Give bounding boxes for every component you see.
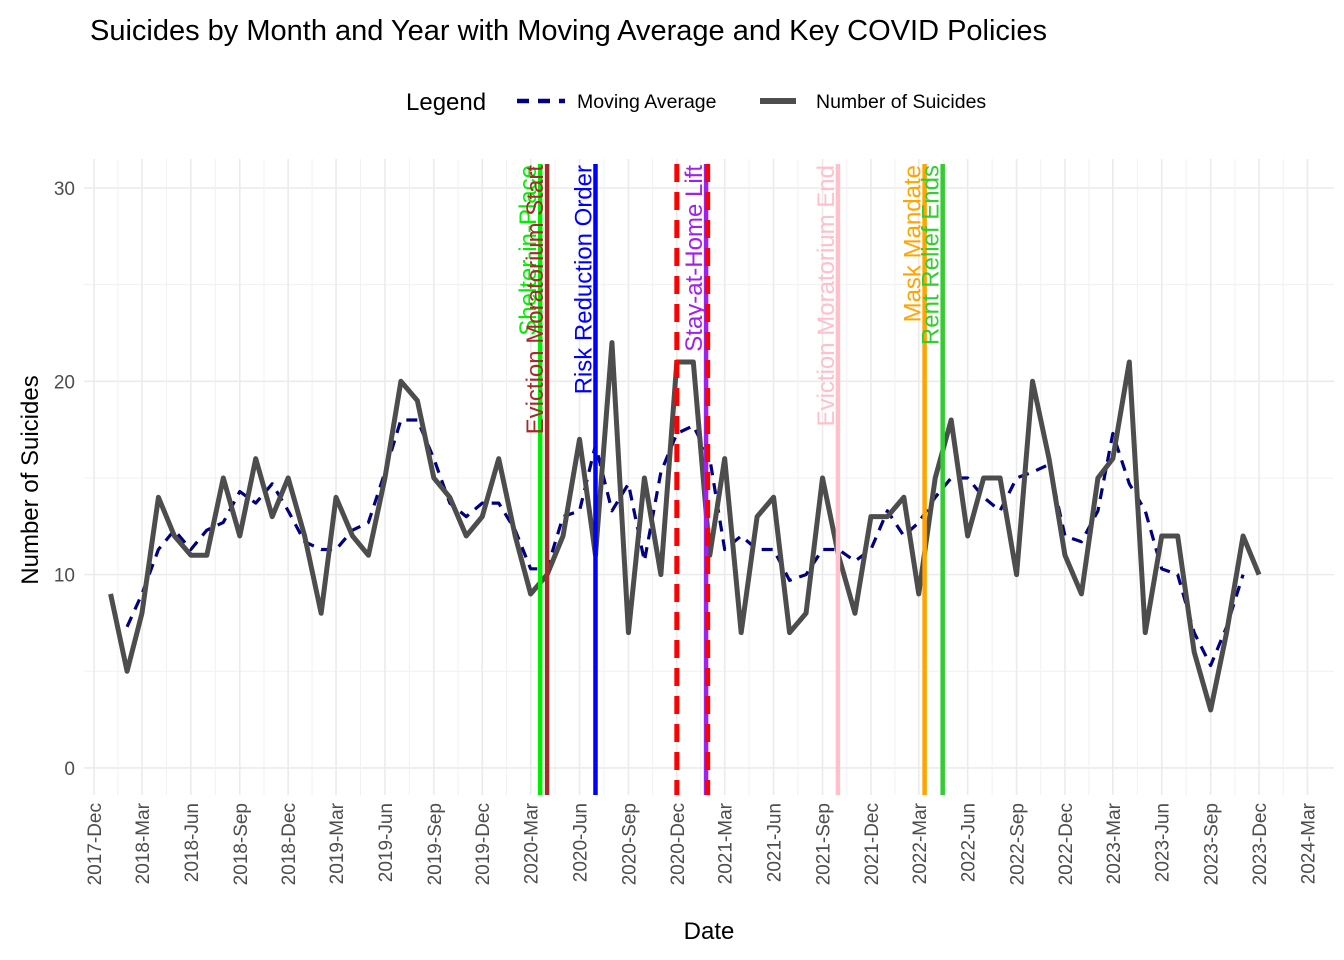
x-tick-label: 2022-Mar	[910, 802, 931, 884]
x-tick-label: 2023-Sep	[1202, 803, 1223, 885]
x-tick-label: 2022-Dec	[1056, 803, 1077, 885]
x-tick-label: 2022-Jun	[959, 803, 980, 882]
policy-label: Stay-at-Home Lift	[681, 165, 708, 352]
x-tick-label: 2021-Mar	[716, 802, 737, 884]
policy-label: Shelter-in-Place	[515, 165, 542, 336]
x-axis: 2017-Dec 2018-Mar 2018-Jun 2018-Sep 2018-Dec…	[85, 802, 1319, 885]
legend-label-number-of-suicides: Number of Suicides	[816, 91, 986, 113]
series-layer	[108, 340, 1262, 713]
x-tick-label: 2018-Dec	[279, 803, 300, 885]
y-tick-label: 0	[64, 759, 75, 780]
x-tick-label: 2023-Mar	[1104, 802, 1125, 884]
x-tick-label: 2019-Sep	[425, 803, 446, 885]
x-axis-title: Date	[684, 918, 735, 945]
x-tick-label: 2020-Mar	[522, 802, 543, 884]
x-tick-label: 2020-Sep	[619, 803, 640, 885]
policy-label: Eviction Moratorium Start	[522, 165, 549, 435]
legend-label-moving-average: Moving Average	[577, 91, 716, 113]
series-line-moving-average	[125, 418, 1245, 668]
x-tick-label: 2017-Dec	[85, 803, 106, 885]
legend-title: Legend	[406, 89, 486, 116]
x-tick-label: 2020-Dec	[668, 803, 689, 885]
y-tick-label: 10	[54, 566, 75, 587]
x-tick-label: 2018-Sep	[231, 803, 252, 885]
policy-label: Risk Reduction Order	[570, 165, 597, 394]
x-tick-label: 2023-Jun	[1153, 803, 1174, 882]
legend: Legend Moving Average Number of Suicides	[406, 89, 986, 116]
chart-title: Suicides by Month and Year with Moving A…	[90, 15, 1047, 47]
policy-label: Eviction Moratorium End	[813, 165, 840, 426]
x-tick-label: 2019-Mar	[327, 802, 348, 884]
x-tick-label: 2018-Mar	[133, 802, 154, 884]
policy-label: Mask Mandate	[900, 165, 927, 322]
y-tick-label: 20	[54, 372, 75, 393]
x-tick-label: 2021-Sep	[814, 803, 835, 885]
x-tick-label: 2019-Jun	[376, 803, 397, 882]
y-tick-label: 30	[54, 179, 75, 200]
x-tick-label: 2023-Dec	[1250, 803, 1271, 885]
x-tick-label: 2021-Dec	[862, 803, 883, 885]
x-tick-label: 2020-Jun	[571, 803, 592, 882]
y-axis: 0 10 20 30	[54, 179, 75, 780]
x-tick-label: 2021-Jun	[765, 803, 786, 882]
x-tick-label: 2018-Jun	[182, 803, 203, 882]
x-tick-label: 2024-Mar	[1298, 802, 1319, 884]
x-tick-label: 2019-Dec	[473, 803, 494, 885]
policy-label: Rent Relief Ends	[918, 165, 945, 345]
x-tick-label: 2022-Sep	[1008, 803, 1029, 885]
y-axis-title: Number of Suicides	[17, 375, 44, 584]
series-line-number-of-suicides	[108, 340, 1262, 713]
